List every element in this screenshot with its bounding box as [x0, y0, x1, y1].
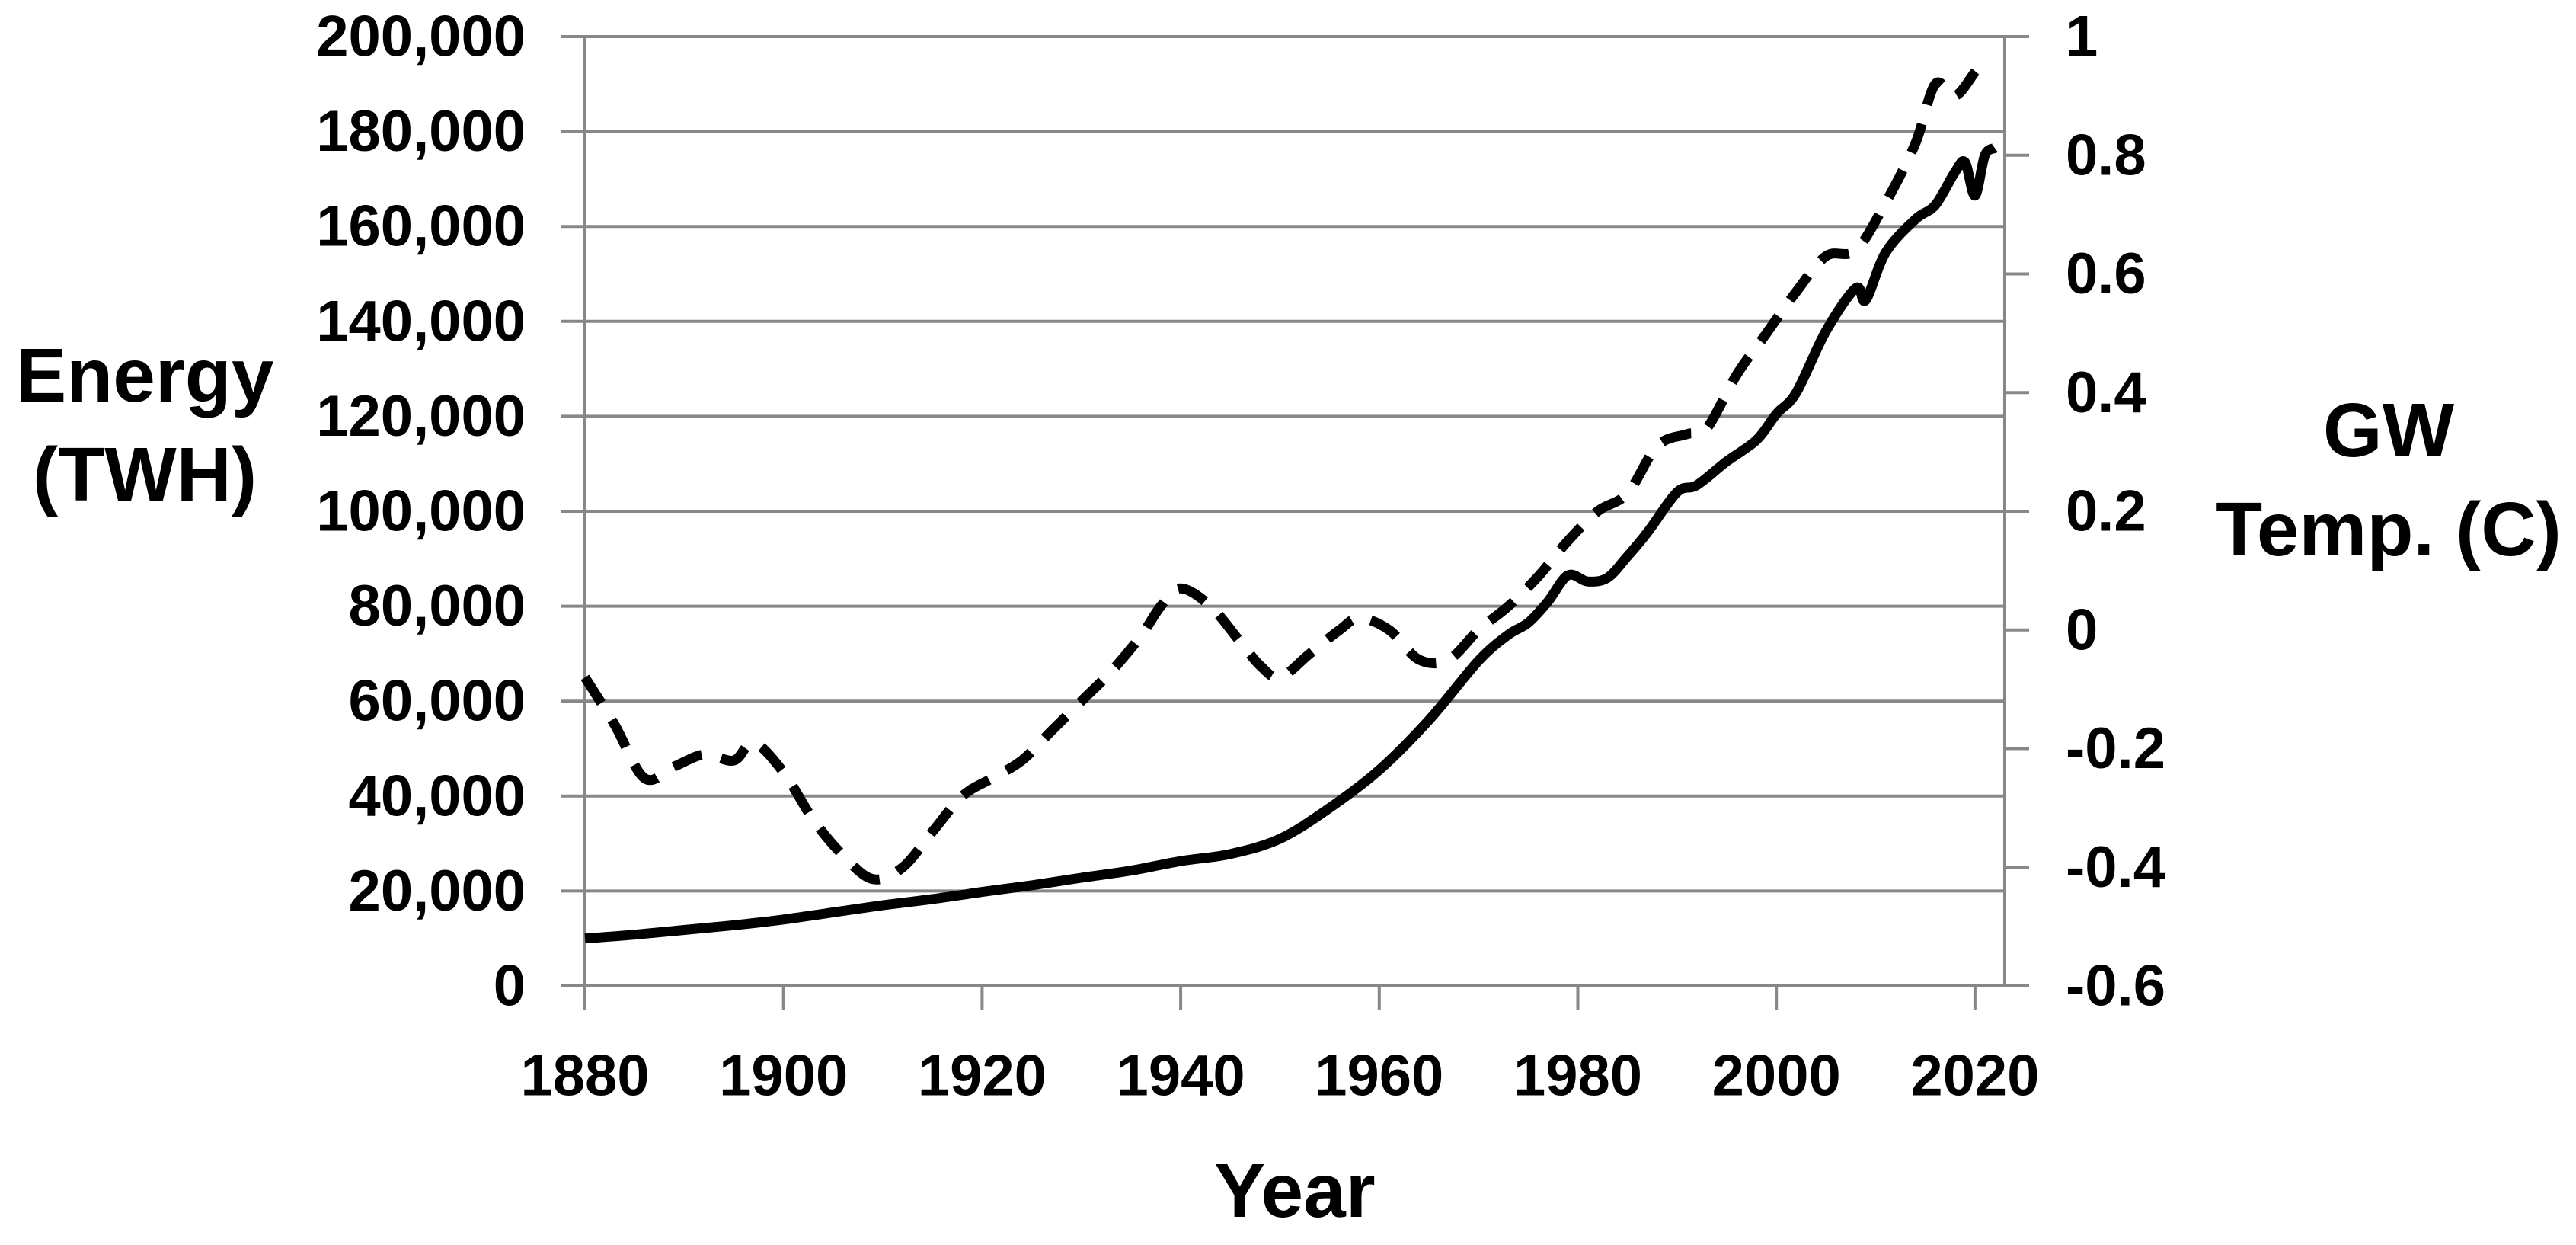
left-axis-tick-label: 60,000: [349, 669, 526, 734]
right-axis-tick-label: -0.6: [2066, 954, 2165, 1019]
left-axis-tick-label: 100,000: [316, 479, 526, 544]
x-axis-tick-label: 2000: [1712, 1044, 1841, 1109]
temperature-series-line: [580, 57, 1989, 885]
right-axis-tick-label: -0.4: [2066, 835, 2165, 900]
right-axis-title-line1: GW: [2322, 388, 2455, 473]
left-axis-tick-label: 40,000: [349, 763, 526, 828]
left-axis-tick-label: 80,000: [349, 574, 526, 639]
x-axis-tick-label: 1920: [918, 1044, 1047, 1109]
right-axis-title: GW Temp. (C): [2201, 381, 2576, 579]
x-axis-tick-label: 1880: [520, 1044, 649, 1109]
right-axis-tick-label: 0.8: [2066, 123, 2146, 187]
x-axis-title: Year: [1214, 1148, 1376, 1234]
right-axis-tick-label: 1: [2066, 5, 2098, 69]
right-axis-tick-label: 0.4: [2066, 360, 2146, 425]
x-axis-tick-label: 2020: [1910, 1044, 2039, 1109]
right-axis-tick-label: 0.6: [2066, 242, 2146, 306]
left-axis-title-line1: Energy: [15, 333, 274, 418]
left-axis-tick-label: 0: [494, 954, 526, 1019]
left-axis-title: Energy (TWH): [0, 326, 289, 524]
x-axis-tick-label: 1980: [1513, 1044, 1642, 1109]
left-axis-tick-label: 140,000: [316, 289, 526, 354]
left-axis-tick-label: 120,000: [316, 384, 526, 449]
x-axis-tick-label: 1960: [1315, 1044, 1443, 1109]
left-axis-tick-label: 160,000: [316, 194, 526, 259]
left-axis-title-line2: (TWH): [32, 432, 257, 517]
x-axis-tick-label: 1900: [719, 1044, 848, 1109]
x-axis-tick-label: 1940: [1117, 1044, 1245, 1109]
right-axis-title-line2: Temp. (C): [2216, 487, 2562, 572]
energy-series-line: [584, 143, 1998, 944]
left-axis-tick-label: 200,000: [316, 5, 526, 69]
right-axis-tick-label: 0: [2066, 597, 2098, 662]
left-axis-tick-label: 20,000: [349, 859, 526, 923]
right-axis-tick-label: -0.2: [2066, 716, 2165, 781]
right-axis-tick-label: 0.2: [2066, 479, 2146, 544]
left-axis-tick-label: 180,000: [316, 99, 526, 164]
